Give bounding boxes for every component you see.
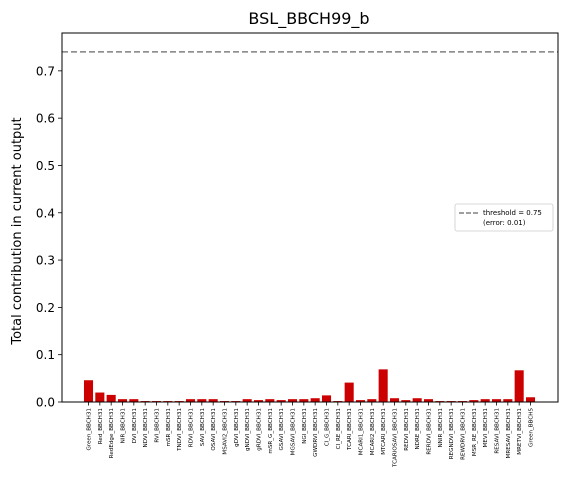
x-tick-label: MEVI_BBCH31 [483,408,489,448]
bar-SAVI_BBCH31 [197,399,207,402]
bar-CI_G_BBCH31 [321,395,332,402]
bar-NIR_BBCH31 [117,399,128,402]
x-tick-label: gDVI_BBCH31 [234,408,240,447]
x-tick-label: RESAVI_BBCH31 [495,408,501,454]
x-tick-label: TCARI_BBCH31 [347,408,353,451]
bar-RedEdge_BBCH31 [106,394,116,402]
x-tick-label: SAVI_BBCH31 [200,408,206,447]
x-tick-label: RVI_BBCH31 [155,408,161,443]
y-tick-label: 0.1 [36,348,55,362]
x-tick-label: REWDRVI_BBCH31 [461,408,467,460]
bar-mSR_G_BBCH31 [265,399,275,402]
bar-MTCARI_BBCH31 [378,369,388,402]
legend-error-label: (error: 0.01) [483,219,526,227]
x-tick-label: Green_BBCH5 [529,408,535,447]
plot-frame [61,32,559,403]
x-tick-label: REGNDVI_BBCH31 [449,408,455,460]
x-tick-label: TCARIOSAVI_BBCH31 [393,408,399,468]
y-tick-label: 0.0 [36,396,55,410]
bar-DVI_BBCH31 [129,399,139,402]
bar-NDRE_BBCH31 [412,398,422,402]
x-tick-label: MRESAVI_BBCH31 [506,408,512,459]
bar-gNDVI_BBCH31 [242,399,252,402]
x-tick-label: gRDVI_BBCH31 [257,408,263,451]
x-tick-label: MCARI1_BBCH31 [359,408,365,456]
x-tick-label: NGI_BBCH31 [302,408,308,444]
x-tick-label: GSAVI_BBCH31 [279,408,285,451]
y-axis-label: Total contribution in current output [10,117,25,345]
x-tick-label: RDVI_BBCH31 [189,408,195,448]
legend-box [454,203,554,232]
bar-TCARI_BBCH31 [344,382,354,402]
bar-MGSAVI_BBCH31 [287,399,298,402]
x-tick-label: GWDRVI_BBCH31 [313,408,319,457]
bar-gRDVI_BBCH31 [253,400,264,402]
x-tick-label: MRETVI_BBCH31 [517,408,523,455]
bar-OSAVI_BBCH31 [208,399,218,402]
x-tick-label: MSAVI2_BBCH31 [223,408,229,455]
bar-MEVI_BBCH31 [480,399,490,402]
bar-Green_BBCH5 [525,397,536,402]
legend-threshold-label: threshold = 0.75 [483,209,542,217]
bar-MCARI2_BBCH31 [367,399,377,402]
bar-Red_BBCH31 [95,392,105,402]
x-tick-label: NIR_BBCH31 [121,408,127,444]
y-tick-label: 0.4 [36,206,55,220]
bar-RESAVI_BBCH31 [491,399,502,402]
y-tick-label: 0.7 [36,64,55,78]
bar-MRETVI_BBCH31 [514,370,524,402]
bar-REDVI_BBCH31 [401,400,411,402]
x-tick-label: mSR_BBCH31 [166,408,172,447]
y-ticks-group: 0.0 0.1 0.2 0.3 0.4 0.5 0.6 0.7 [36,64,62,410]
legend: threshold = 0.75 (error: 0.01) [454,203,554,232]
x-tick-label: MSR_RE_BBCH31 [472,408,478,457]
x-tick-label: RERDVI_BBCH31 [427,408,433,455]
bar-MCARI1_BBCH31 [355,400,366,402]
y-tick-label: 0.3 [36,254,55,268]
bar-GSAVI_BBCH31 [276,400,286,402]
x-tick-label: NNIR_BBCH31 [438,408,444,448]
x-tick-label: REDVI_BBCH31 [404,408,410,451]
x-tick-label: NDRE_BBCH31 [415,408,421,450]
x-tick-label: OSAVI_BBCH31 [211,408,217,451]
x-tick-label: MTCARI_BBCH31 [381,408,387,455]
x-tick-label: NDVI_BBCH31 [143,408,149,448]
x-tick-label: Green_BBCH31 [87,408,93,451]
bar-Green_BBCH31 [83,380,94,402]
y-tick-label: 0.6 [36,112,55,126]
x-tick-label: MCARI2_BBCH31 [370,408,376,456]
bar-RERDVI_BBCH31 [423,399,434,402]
bar-MRESAVI_BBCH31 [503,399,513,402]
x-tick-label: RedEdge_BBCH31 [109,408,115,459]
x-tick-label: MGSAVI_BBCH31 [291,408,297,456]
x-tick-label: CI_RE_BBCH31 [336,408,342,450]
bar-TCARIOSAVI_BBCH31 [389,398,400,402]
x-tick-label: gNDVI_BBCH31 [245,408,251,451]
x-tick-label: mSR_G_BBCH31 [268,408,274,454]
x-ticks-group: Green_BBCH31 Red_BBCH31 RedEdge_BBCH31 NIR_… [87,402,535,468]
bars-group [83,369,536,402]
y-tick-label: 0.2 [36,301,55,315]
bar-GWDRVI_BBCH31 [310,398,320,402]
x-tick-label: Red_BBCH31 [98,408,104,445]
x-tick-label: TNDVI_BBCH31 [177,408,183,452]
bar-MSR_RE_BBCH31 [469,400,479,402]
x-tick-label: DVI_BBCH31 [132,408,138,444]
bar-NGI_BBCH31 [299,399,309,402]
bar-RDVI_BBCH31 [185,399,196,402]
x-tick-label: CI_G_BBCH31 [325,408,331,447]
chart-title: BSL_BBCH99_b [248,9,369,29]
y-tick-label: 0.5 [36,159,55,173]
